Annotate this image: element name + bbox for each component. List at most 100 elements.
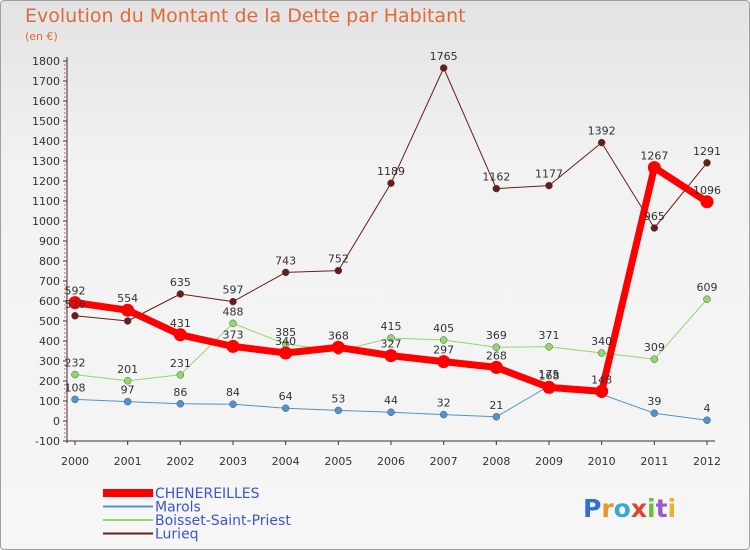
y-minor-tick xyxy=(64,364,66,366)
data-label: 431 xyxy=(170,317,191,330)
data-point xyxy=(492,343,501,351)
y-tick-label: 300 xyxy=(39,355,60,368)
y-minor-tick xyxy=(64,408,66,410)
y-minor-tick xyxy=(64,336,66,338)
legend-label: Lurieq xyxy=(155,527,199,543)
data-label: 965 xyxy=(644,210,665,223)
chart-unit-label: (en €) xyxy=(25,30,58,43)
data-point xyxy=(650,224,659,232)
data-label: 340 xyxy=(591,335,612,348)
data-point xyxy=(703,159,711,167)
y-minor-tick xyxy=(64,368,66,370)
y-minor-tick xyxy=(64,436,66,438)
data-point xyxy=(229,297,237,306)
y-minor-tick xyxy=(64,236,66,238)
y-minor-tick xyxy=(64,372,66,374)
y-minor-tick xyxy=(64,92,66,94)
data-label: 86 xyxy=(173,386,187,399)
data-label: 752 xyxy=(328,253,349,266)
y-minor-tick xyxy=(64,224,66,226)
y-tick-label: 1400 xyxy=(32,135,60,148)
x-tick-label: 2008 xyxy=(482,455,510,468)
data-point xyxy=(650,409,659,417)
data-point xyxy=(492,184,501,193)
data-point xyxy=(700,195,714,209)
data-label: 1392 xyxy=(588,125,616,138)
y-tick-label: 1000 xyxy=(32,215,60,228)
y-minor-tick xyxy=(64,416,66,418)
data-point xyxy=(281,268,290,277)
data-label: 369 xyxy=(486,329,507,342)
y-minor-tick xyxy=(64,204,66,206)
data-label: 373 xyxy=(223,328,244,341)
data-point xyxy=(176,290,185,298)
y-minor-tick xyxy=(64,208,66,210)
data-point xyxy=(647,161,661,175)
data-label: 84 xyxy=(226,386,240,399)
legend-label: Marols xyxy=(155,500,201,516)
y-minor-tick xyxy=(64,244,66,246)
chart-title: Evolution du Montant de la Dette par Hab… xyxy=(25,5,466,27)
data-label: 385 xyxy=(275,326,296,339)
x-tick-label: 2006 xyxy=(377,455,405,468)
data-label: 297 xyxy=(433,344,454,357)
y-minor-tick xyxy=(64,88,66,90)
data-point xyxy=(123,317,132,325)
y-minor-tick xyxy=(64,428,66,430)
data-point xyxy=(545,181,553,190)
data-point xyxy=(68,296,82,310)
y-minor-tick xyxy=(64,352,66,354)
y-minor-tick xyxy=(64,256,66,258)
y-minor-tick xyxy=(64,392,66,394)
data-point xyxy=(334,266,343,275)
data-point xyxy=(71,312,79,320)
data-point xyxy=(281,404,290,412)
data-label: 743 xyxy=(275,254,296,267)
data-point xyxy=(334,406,343,415)
data-point xyxy=(597,349,606,357)
data-label: 592 xyxy=(65,285,86,298)
y-minor-tick xyxy=(64,172,66,174)
y-tick-label: 700 xyxy=(39,275,60,288)
data-point xyxy=(595,384,609,398)
data-point xyxy=(439,64,448,72)
y-minor-tick xyxy=(64,188,66,190)
y-minor-tick xyxy=(64,116,66,118)
data-label: 21 xyxy=(489,399,503,412)
y-minor-tick xyxy=(64,124,66,126)
y-tick-label: 1800 xyxy=(32,55,60,68)
y-minor-tick xyxy=(64,328,66,330)
y-minor-tick xyxy=(64,248,66,250)
y-minor-tick xyxy=(64,192,66,194)
y-minor-tick xyxy=(64,128,66,130)
y-minor-tick xyxy=(64,228,66,230)
y-minor-tick xyxy=(64,424,66,426)
legend-label: Boisset-Saint-Priest xyxy=(155,513,291,529)
y-minor-tick xyxy=(64,324,66,326)
y-minor-tick xyxy=(64,196,66,198)
data-label: 635 xyxy=(170,276,191,289)
data-label: 1189 xyxy=(377,165,405,178)
y-minor-tick xyxy=(64,376,66,378)
data-label: 415 xyxy=(381,320,402,333)
data-point xyxy=(703,416,711,424)
x-tick-label: 2005 xyxy=(324,455,352,468)
data-label: 1177 xyxy=(535,168,563,181)
y-minor-tick xyxy=(64,332,66,334)
data-point xyxy=(71,370,79,379)
proxiti-logo: Proxiti xyxy=(583,494,676,523)
data-point xyxy=(597,138,606,147)
y-minor-tick xyxy=(64,296,66,298)
y-minor-tick xyxy=(64,264,66,266)
data-label: 148 xyxy=(591,373,612,386)
data-label: 231 xyxy=(170,357,191,370)
data-label: 1267 xyxy=(640,150,668,163)
y-minor-tick xyxy=(64,304,66,306)
y-minor-tick xyxy=(64,112,66,114)
data-point xyxy=(492,413,501,421)
y-minor-tick xyxy=(64,168,66,170)
x-tick-label: 2011 xyxy=(640,455,668,468)
y-tick-label: 600 xyxy=(39,295,60,308)
y-minor-tick xyxy=(64,412,66,414)
y-minor-tick xyxy=(64,404,66,406)
